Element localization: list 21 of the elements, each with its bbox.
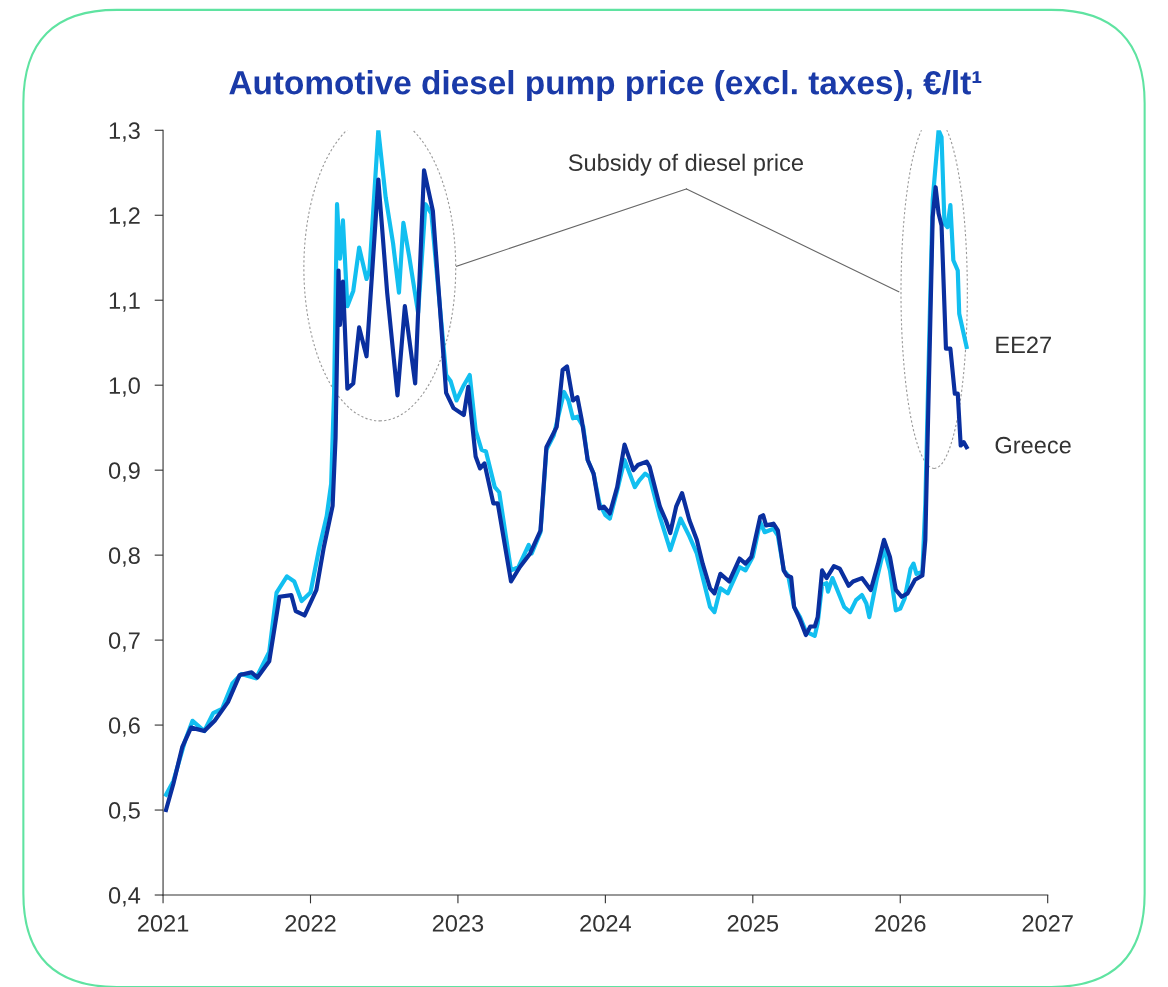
- y-tick-label: 0,9: [108, 462, 140, 482]
- series-label: Greece: [995, 436, 1071, 454]
- y-tick-label: 0,5: [108, 802, 140, 822]
- y-tick-label: 1,0: [109, 377, 140, 397]
- y-tick-label: 1,3: [109, 122, 140, 142]
- x-tick-label: 2025: [727, 915, 779, 932]
- y-tick-label: 0,4: [108, 887, 141, 907]
- chart-title: Automotive diesel pump price (excl. taxes), €/lt¹: [229, 70, 982, 102]
- y-tick-label: 0,7: [108, 632, 140, 652]
- x-tick-label: 2027: [1022, 915, 1073, 932]
- y-tick-label: 1,2: [109, 207, 140, 227]
- x-tick-label: 2026: [875, 915, 926, 932]
- annotation: Subsidy of diesel price: [568, 153, 803, 176]
- x-tick-label: 2024: [580, 915, 631, 932]
- y-tick-label: 1,1: [109, 292, 140, 312]
- y-tick-label: 0,6: [108, 717, 140, 737]
- x-tick-label: 2021: [137, 915, 189, 932]
- x-tick-label: 2023: [432, 915, 484, 932]
- y-tick-label: 0,8: [108, 547, 140, 567]
- x-tick-label: 2022: [285, 915, 336, 932]
- series-label: EE27: [996, 336, 1051, 354]
